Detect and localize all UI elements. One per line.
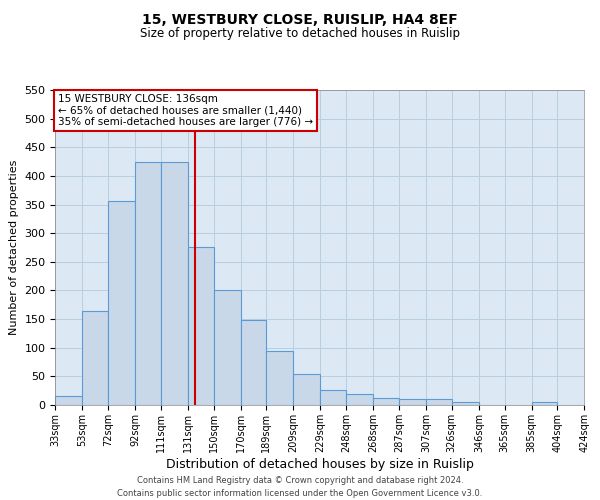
Text: 15, WESTBURY CLOSE, RUISLIP, HA4 8EF: 15, WESTBURY CLOSE, RUISLIP, HA4 8EF (142, 12, 458, 26)
Text: Contains HM Land Registry data © Crown copyright and database right 2024.: Contains HM Land Registry data © Crown c… (137, 476, 463, 485)
Bar (293, 374, 320, 405)
Bar (55, 396, 82, 405)
Bar (135, 162, 161, 405)
Bar (426, 400, 452, 405)
Bar (161, 162, 188, 405)
X-axis label: Distribution of detached houses by size in Ruislip: Distribution of detached houses by size … (166, 458, 474, 470)
Bar (188, 248, 214, 405)
Bar (320, 390, 346, 405)
Bar (108, 200, 135, 405)
Text: 15 WESTBURY CLOSE: 136sqm
← 65% of detached houses are smaller (1,440)
35% of se: 15 WESTBURY CLOSE: 136sqm ← 65% of detac… (58, 94, 313, 127)
Bar (82, 310, 108, 405)
Bar (532, 402, 557, 405)
Text: Contains public sector information licensed under the Open Government Licence v3: Contains public sector information licen… (118, 489, 482, 498)
Bar (346, 394, 373, 405)
Bar (399, 400, 426, 405)
Y-axis label: Number of detached properties: Number of detached properties (9, 160, 19, 335)
Bar (214, 290, 241, 405)
Text: Size of property relative to detached houses in Ruislip: Size of property relative to detached ho… (140, 28, 460, 40)
Bar (266, 350, 293, 405)
Bar (452, 402, 479, 405)
Bar (373, 398, 399, 405)
Bar (241, 320, 266, 405)
